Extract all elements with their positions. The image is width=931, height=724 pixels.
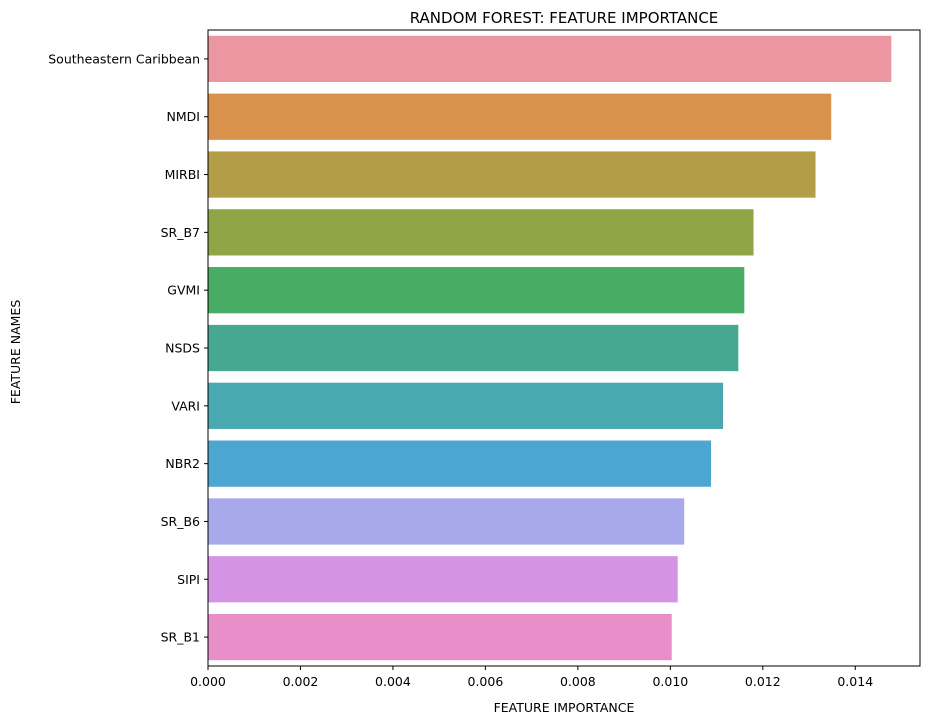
- bar-vari: [208, 382, 724, 429]
- y-tick-label: Southeastern Caribbean: [48, 51, 200, 66]
- bar-nbr2: [208, 440, 712, 487]
- y-tick-label: SR_B6: [161, 514, 200, 529]
- y-tick-label: NMDI: [167, 109, 200, 124]
- y-tick-label: VARI: [171, 398, 200, 413]
- y-tick-label: NBR2: [165, 456, 200, 471]
- bar-sipi: [208, 556, 678, 603]
- x-tick-label: 0.014: [837, 674, 873, 689]
- bar-nsds: [208, 324, 739, 372]
- x-tick-label: 0.012: [745, 674, 781, 689]
- x-tick-label: 0.004: [375, 674, 411, 689]
- y-axis-title: FEATURE NAMES: [8, 300, 23, 405]
- bar-southeastern-caribbean: [208, 35, 892, 83]
- bar-sr-b7: [208, 209, 754, 256]
- x-axis-title: FEATURE IMPORTANCE: [494, 700, 635, 715]
- x-tick-label: 0.006: [468, 674, 504, 689]
- y-ticks-group: Southeastern Caribbean NMDI MIRBI SR_B7 GVMI…: [48, 51, 208, 645]
- x-tick-label: 0.002: [283, 674, 319, 689]
- x-tick-label: 0.008: [560, 674, 596, 689]
- bar-nmdi: [208, 93, 832, 140]
- x-tick-label: 0.010: [652, 674, 688, 689]
- bar-gvmi: [208, 267, 745, 314]
- bar-sr-b1: [208, 613, 672, 661]
- y-tick-label: GVMI: [167, 283, 200, 298]
- x-ticks-group: 0.000 0.002 0.004 0.006 0.008 0.010 0.012 0.014: [190, 666, 873, 689]
- chart-title: RANDOM FOREST: FEATURE IMPORTANCE: [410, 9, 719, 27]
- y-tick-label: SR_B7: [161, 225, 200, 240]
- y-tick-label: SR_B1: [161, 630, 200, 645]
- x-tick-label: 0.000: [190, 674, 226, 689]
- y-tick-label: NSDS: [165, 341, 200, 356]
- bars-group: [208, 35, 892, 661]
- y-tick-label: MIRBI: [165, 167, 200, 182]
- bar-mirbi: [208, 151, 816, 198]
- bar-sr-b6: [208, 498, 685, 545]
- y-tick-label: SIPI: [177, 572, 200, 587]
